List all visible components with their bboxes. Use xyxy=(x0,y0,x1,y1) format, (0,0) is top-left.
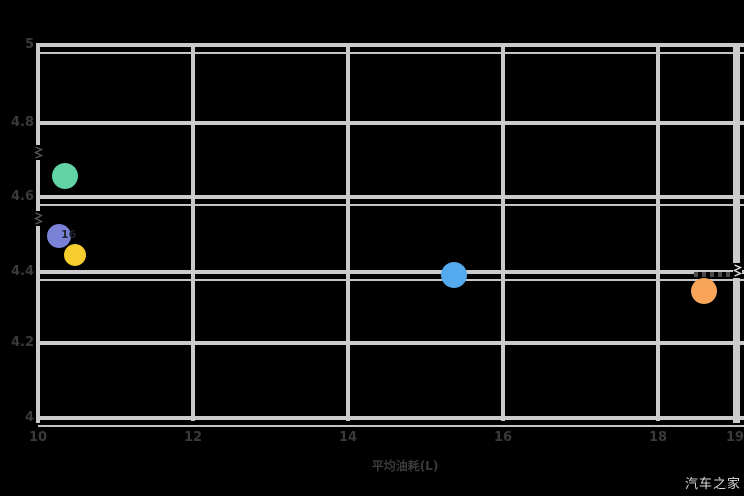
gridline-horizontal-thin xyxy=(38,279,744,281)
y-axis-line xyxy=(36,45,40,423)
x-axis-tick-label: 14 xyxy=(338,430,358,445)
gridline-horizontal-thin xyxy=(38,425,744,427)
teal-bubble[interactable] xyxy=(52,163,78,189)
axis-break-icon xyxy=(34,145,43,160)
yellow-bubble[interactable] xyxy=(64,244,86,266)
gridline-horizontal xyxy=(36,121,744,125)
blue-bubble[interactable] xyxy=(441,262,467,288)
zigzag-break-icon xyxy=(34,146,43,159)
gridline-vertical xyxy=(656,45,660,421)
x-axis-tick-label: 16 xyxy=(493,430,513,445)
gridline-horizontal-thin xyxy=(38,52,744,54)
gridline-break-dashes xyxy=(694,272,734,277)
gridline-horizontal-thin xyxy=(38,204,744,206)
y-axis-tick-label: 4.2 xyxy=(10,335,34,350)
y-axis-tick-label: 5 xyxy=(24,37,34,52)
gridline-horizontal xyxy=(36,341,744,345)
y-axis-tick-label: 4.8 xyxy=(10,115,34,130)
gridline-horizontal xyxy=(36,195,744,199)
zigzag-break-icon xyxy=(733,264,742,277)
x-axis-title: 平均油耗(L) xyxy=(371,459,439,473)
gridline-vertical xyxy=(191,45,195,421)
y-axis-tick-label: 4.4 xyxy=(10,264,34,279)
gridline-vertical xyxy=(501,45,505,421)
gridline-horizontal xyxy=(36,416,744,420)
zigzag-break-icon xyxy=(34,212,43,225)
axis-break-icon xyxy=(733,263,742,278)
gridline-horizontal xyxy=(36,270,744,274)
x-axis-tick-label: 18 xyxy=(648,430,668,445)
y-axis-tick-label: 4 xyxy=(24,410,34,425)
gridline-horizontal xyxy=(36,43,744,47)
purple-bubble[interactable] xyxy=(47,224,71,248)
gridline-vertical xyxy=(346,45,350,421)
orange-bubble[interactable] xyxy=(691,278,717,304)
plot-right-border xyxy=(733,45,740,423)
x-axis-tick-label: 19 xyxy=(725,430,744,445)
x-axis-tick-label: 12 xyxy=(183,430,203,445)
bubble-label: 16 xyxy=(61,228,77,241)
y-axis-tick-label: 4.6 xyxy=(10,189,34,204)
watermark-autohome: 汽车之家 xyxy=(684,477,741,492)
x-axis-tick-label: 10 xyxy=(28,430,48,445)
axis-break-icon xyxy=(34,211,43,226)
